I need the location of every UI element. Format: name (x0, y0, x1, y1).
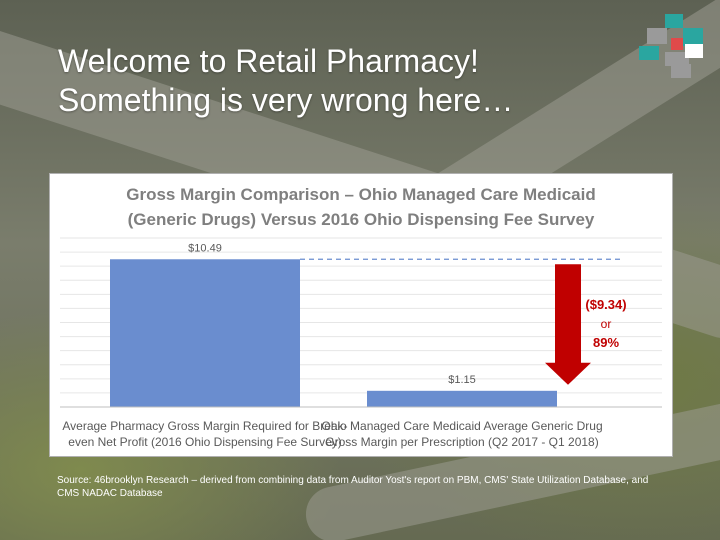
source-note: Source: 46brooklyn Research – derived fr… (57, 475, 649, 499)
bar (110, 259, 300, 407)
annotation-text: or (601, 317, 612, 331)
chart-title-line: Gross Margin Comparison – Ohio Managed C… (126, 185, 595, 204)
slide-title-line-1: Welcome to Retail Pharmacy! (58, 43, 479, 79)
slide-title-line-2: Something is very wrong here… (58, 82, 514, 118)
annotation-text: ($9.34) (585, 297, 626, 312)
chart-svg: Gross Margin Comparison – Ohio Managed C… (60, 185, 662, 449)
bar (367, 390, 557, 407)
chart-title-line: (Generic Drugs) Versus 2016 Ohio Dispens… (128, 210, 595, 229)
data-label: $1.15 (448, 374, 476, 386)
category-label: Average Pharmacy Gross Margin Required f… (62, 419, 347, 433)
brand-logo-icon (639, 14, 703, 78)
category-label: Gross Margin per Prescription (Q2 2017 -… (325, 435, 598, 449)
annotation-text: 89% (593, 335, 619, 350)
slide-title: Welcome to Retail Pharmacy! Something is… (58, 42, 513, 120)
category-label: even Net Profit (2016 Ohio Dispensing Fe… (68, 435, 341, 449)
down-arrow-icon (545, 264, 591, 385)
chart-panel: Gross Margin Comparison – Ohio Managed C… (49, 173, 673, 457)
data-label: $10.49 (188, 242, 222, 254)
category-label: Ohio Managed Care Medicaid Average Gener… (321, 419, 602, 433)
